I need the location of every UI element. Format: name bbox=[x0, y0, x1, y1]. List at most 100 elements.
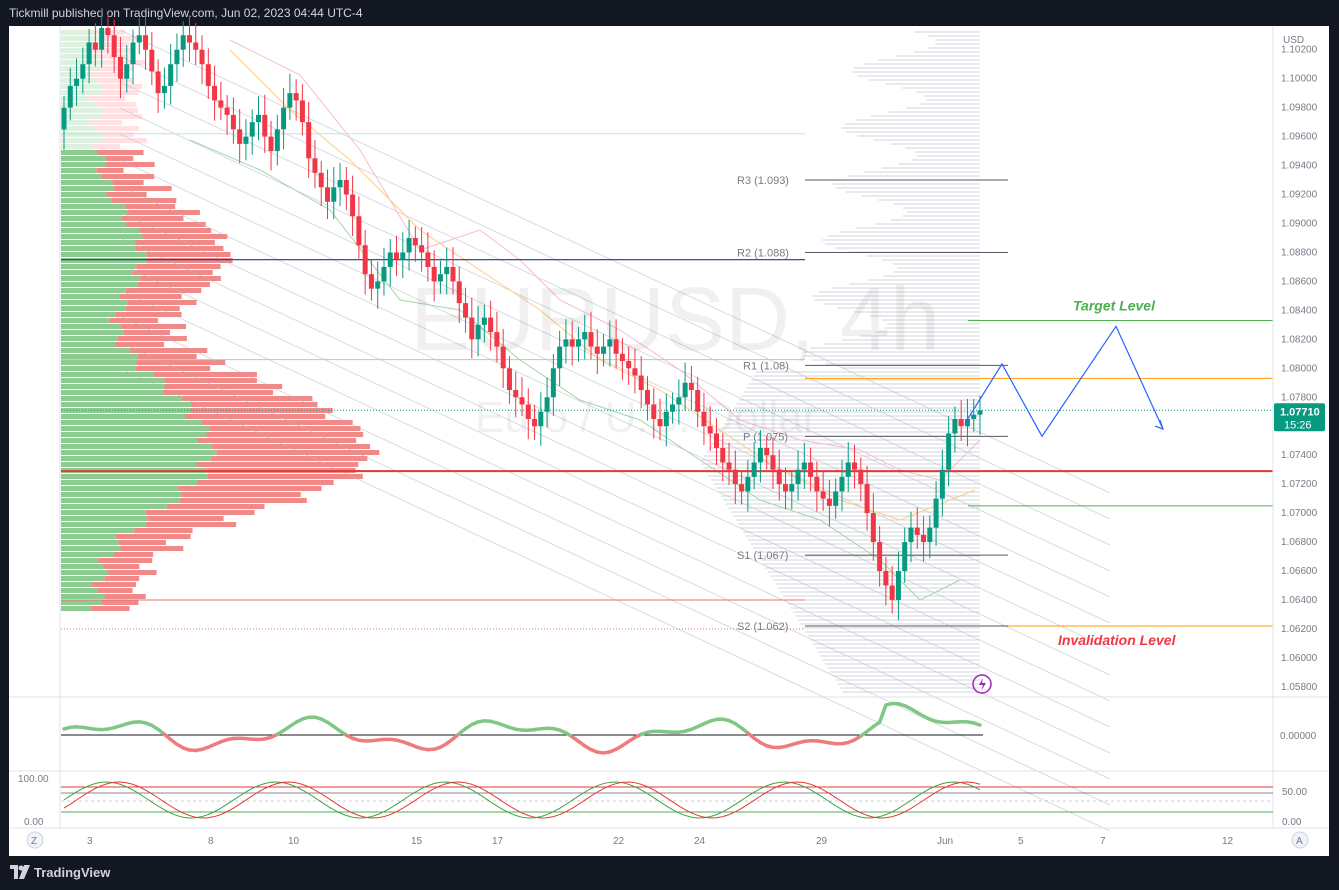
profile-buy bbox=[61, 342, 115, 347]
candle-body bbox=[538, 411, 544, 427]
channel-line bbox=[119, 237, 1111, 702]
auto-scale-button[interactable]: A bbox=[1291, 831, 1309, 849]
candle-body bbox=[745, 476, 751, 492]
profile-sell bbox=[126, 222, 206, 227]
profile-sell bbox=[206, 432, 364, 437]
profile-buy bbox=[61, 336, 118, 341]
candle-body bbox=[839, 476, 845, 492]
profile-sell bbox=[125, 288, 202, 293]
candle-body bbox=[569, 339, 575, 347]
profile-sell bbox=[101, 174, 155, 179]
candle-body bbox=[281, 107, 287, 130]
profile-sell bbox=[147, 516, 224, 521]
profile-buy bbox=[61, 426, 210, 431]
candle-body bbox=[124, 64, 130, 79]
profile-buy bbox=[61, 444, 212, 449]
lightning-icon[interactable] bbox=[972, 674, 992, 694]
candle-body bbox=[845, 462, 851, 477]
candle-body bbox=[532, 418, 538, 427]
profile-buy bbox=[61, 228, 140, 233]
projection-arrowhead bbox=[1154, 419, 1164, 431]
profile-buy bbox=[61, 72, 89, 77]
profile-sell bbox=[91, 582, 136, 587]
profile-sell bbox=[142, 234, 228, 239]
profile-sell bbox=[88, 96, 126, 101]
price-axis[interactable]: 1.10200 1.10000 1.09800 1.09600 1.09400 1.092… bbox=[1281, 45, 1318, 693]
profile-buy bbox=[61, 594, 105, 599]
profile-buy bbox=[61, 510, 146, 515]
channel-line bbox=[119, 55, 1111, 520]
candle-body bbox=[356, 216, 362, 246]
profile-buy bbox=[61, 588, 98, 593]
candle-body bbox=[212, 85, 218, 101]
candle-body bbox=[933, 498, 939, 528]
profile-buy bbox=[61, 156, 107, 161]
profile-sell bbox=[122, 216, 184, 221]
profile-sell bbox=[96, 78, 134, 83]
profile-sell bbox=[139, 276, 221, 281]
profile-sell bbox=[90, 606, 130, 611]
profile-buy bbox=[61, 372, 155, 377]
price-tick-5: 1.09200 bbox=[1281, 190, 1318, 201]
profile-sell bbox=[103, 564, 140, 569]
candle-body bbox=[676, 397, 682, 405]
time-tick-7: 29 bbox=[816, 836, 828, 847]
time-tick-3: 15 bbox=[411, 836, 423, 847]
profile-sell bbox=[210, 456, 368, 461]
profile-buy bbox=[61, 258, 147, 263]
profile-sell bbox=[104, 576, 140, 581]
profile-sell bbox=[162, 390, 274, 395]
profile-buy bbox=[61, 300, 127, 305]
price-tick-10: 1.08200 bbox=[1281, 334, 1318, 345]
candle-body bbox=[657, 418, 663, 427]
profile-buy bbox=[61, 498, 180, 503]
candle-body bbox=[833, 491, 839, 506]
candle-body bbox=[958, 418, 964, 427]
profile-buy bbox=[61, 534, 116, 539]
candle-body bbox=[368, 274, 374, 289]
candle-body bbox=[971, 414, 977, 419]
price-tick-1: 1.10000 bbox=[1281, 74, 1318, 85]
candle-body bbox=[764, 447, 770, 456]
profile-sell bbox=[178, 486, 322, 491]
profile-buy bbox=[61, 606, 91, 611]
profile-sell bbox=[197, 438, 357, 443]
candle-body bbox=[670, 404, 676, 412]
profile-sell bbox=[190, 408, 333, 413]
candle-body bbox=[519, 397, 525, 405]
publisher-text: Tickmill published on TradingView.com, J… bbox=[9, 6, 363, 20]
candle-body bbox=[362, 245, 368, 275]
profile-buy bbox=[61, 456, 211, 461]
profile-sell bbox=[137, 282, 210, 287]
profile-buy bbox=[61, 540, 119, 545]
profile-buy bbox=[61, 198, 113, 203]
candle-body bbox=[412, 237, 418, 246]
candle-body bbox=[381, 266, 387, 282]
channel-line bbox=[119, 159, 1111, 624]
candle-body bbox=[695, 390, 701, 412]
profile-sell bbox=[146, 252, 231, 257]
candle-body bbox=[463, 303, 469, 318]
profile-buy bbox=[61, 504, 167, 509]
channel-line bbox=[119, 185, 1111, 650]
time-tick-9: 5 bbox=[1018, 836, 1024, 847]
candle-body bbox=[431, 266, 437, 282]
candle-body bbox=[387, 252, 393, 267]
channel-line bbox=[119, 289, 1111, 754]
profile-sell bbox=[181, 396, 313, 401]
price-tick-2: 1.09800 bbox=[1281, 103, 1318, 114]
profile-sell bbox=[196, 462, 359, 467]
candle-body bbox=[638, 375, 644, 391]
profile-sell bbox=[145, 510, 255, 515]
time-axis[interactable]: 3 8 10 15 17 22 24 29 Jun 5 7 12 bbox=[87, 836, 1234, 847]
profile-sell bbox=[126, 300, 197, 305]
candle-body bbox=[889, 585, 895, 600]
profile-buy bbox=[61, 552, 114, 557]
z-button[interactable]: Z bbox=[26, 831, 44, 849]
candle-body bbox=[644, 390, 650, 405]
candle-body bbox=[375, 281, 381, 289]
profile-buy bbox=[61, 462, 197, 467]
candle-body bbox=[544, 397, 550, 412]
price-tick-3: 1.09600 bbox=[1281, 132, 1318, 143]
